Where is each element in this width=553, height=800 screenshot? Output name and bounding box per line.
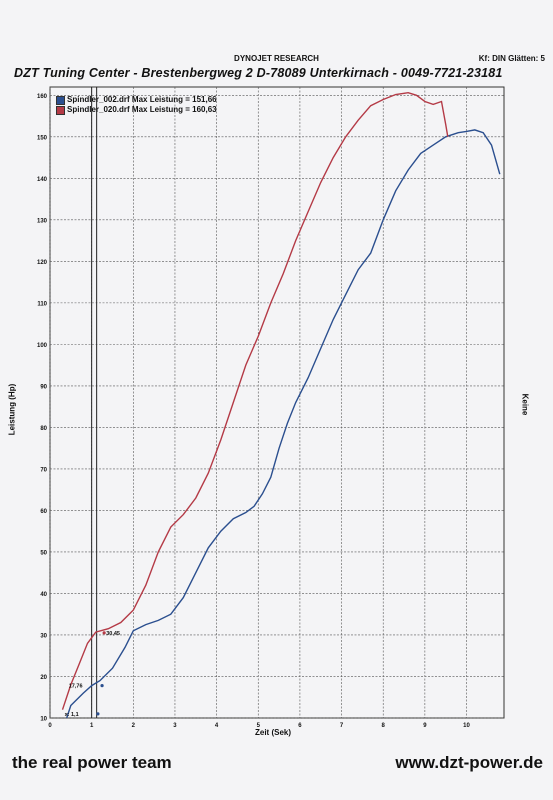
legend-label-blue: Spindler_002.drf Max Leistung = 151,66 (67, 95, 217, 104)
y-axis-label: Leistung (Hp) (7, 383, 17, 436)
y-tick-label: 100 (37, 343, 48, 349)
legend-label-red: Spindler_020.drf Max Leistung = 160,63 (67, 105, 217, 114)
annotation-30-45: 30,45 (106, 631, 120, 637)
y-tick-label: 20 (40, 675, 47, 681)
research-title: DYNOJET RESEARCH (234, 54, 319, 63)
chart-legend: Spindler_002.drf Max Leistung = 151,66 S… (56, 95, 217, 115)
x-tick-label: 9 (423, 723, 427, 729)
y-tick-label: 110 (37, 301, 47, 307)
y-tick-label: 40 (40, 592, 47, 598)
y-tick-label: 80 (40, 426, 47, 432)
y-tick-label: 160 (37, 94, 48, 100)
y-tick-label: 50 (40, 550, 47, 556)
correction-factor-label: Kf: DIN Glätten: 5 (478, 54, 545, 63)
series-line-red (61, 91, 449, 710)
x-tick-label: 0 (48, 723, 52, 729)
legend-swatch-blue (56, 95, 65, 105)
tuning-center-address: DZT Tuning Center - Brestenbergweg 2 D-7… (14, 66, 503, 80)
y-tick-label: 150 (37, 135, 48, 141)
x-tick-label: 2 (132, 723, 136, 729)
right-side-label: Keine (520, 393, 530, 416)
footer-slogan: the real power team (12, 753, 172, 772)
annotation-17-76-dot (100, 684, 104, 688)
y-tick-label: 70 (40, 467, 47, 473)
legend-entry-red: Spindler_020.drf Max Leistung = 160,63 (56, 105, 217, 115)
x-tick-label: 5 (257, 723, 261, 729)
series-line-blue (66, 129, 501, 719)
y-tick-label: 10 (40, 717, 47, 723)
x-tick-label: 6 (298, 723, 302, 729)
annotation-x-marker: x: 1,1 (65, 712, 79, 718)
x-tick-label: 1 (90, 723, 94, 729)
y-tick-label: 140 (37, 177, 48, 183)
legend-entry-blue: Spindler_002.drf Max Leistung = 151,66 (56, 95, 217, 105)
legend-swatch-red (56, 105, 65, 115)
y-tick-label: 30 (40, 633, 47, 639)
x-axis-label: Zeit (Sek) (255, 728, 292, 737)
y-tick-label: 120 (37, 260, 48, 266)
x-tick-label: 7 (340, 723, 344, 729)
y-tick-label: 130 (37, 218, 48, 224)
x-tick-label: 8 (382, 723, 386, 729)
y-tick-label: 90 (40, 384, 47, 390)
x-tick-label: 3 (173, 723, 177, 729)
y-tick-label: 60 (40, 509, 47, 515)
x-tick-label: 10 (463, 723, 470, 729)
annotation-17-76: 17,76 (69, 684, 83, 690)
annotation-30-45-dot (102, 631, 106, 635)
annotation-x-marker-dot (96, 712, 100, 716)
x-tick-label: 4 (215, 723, 219, 729)
footer-website: www.dzt-power.de (395, 753, 543, 772)
